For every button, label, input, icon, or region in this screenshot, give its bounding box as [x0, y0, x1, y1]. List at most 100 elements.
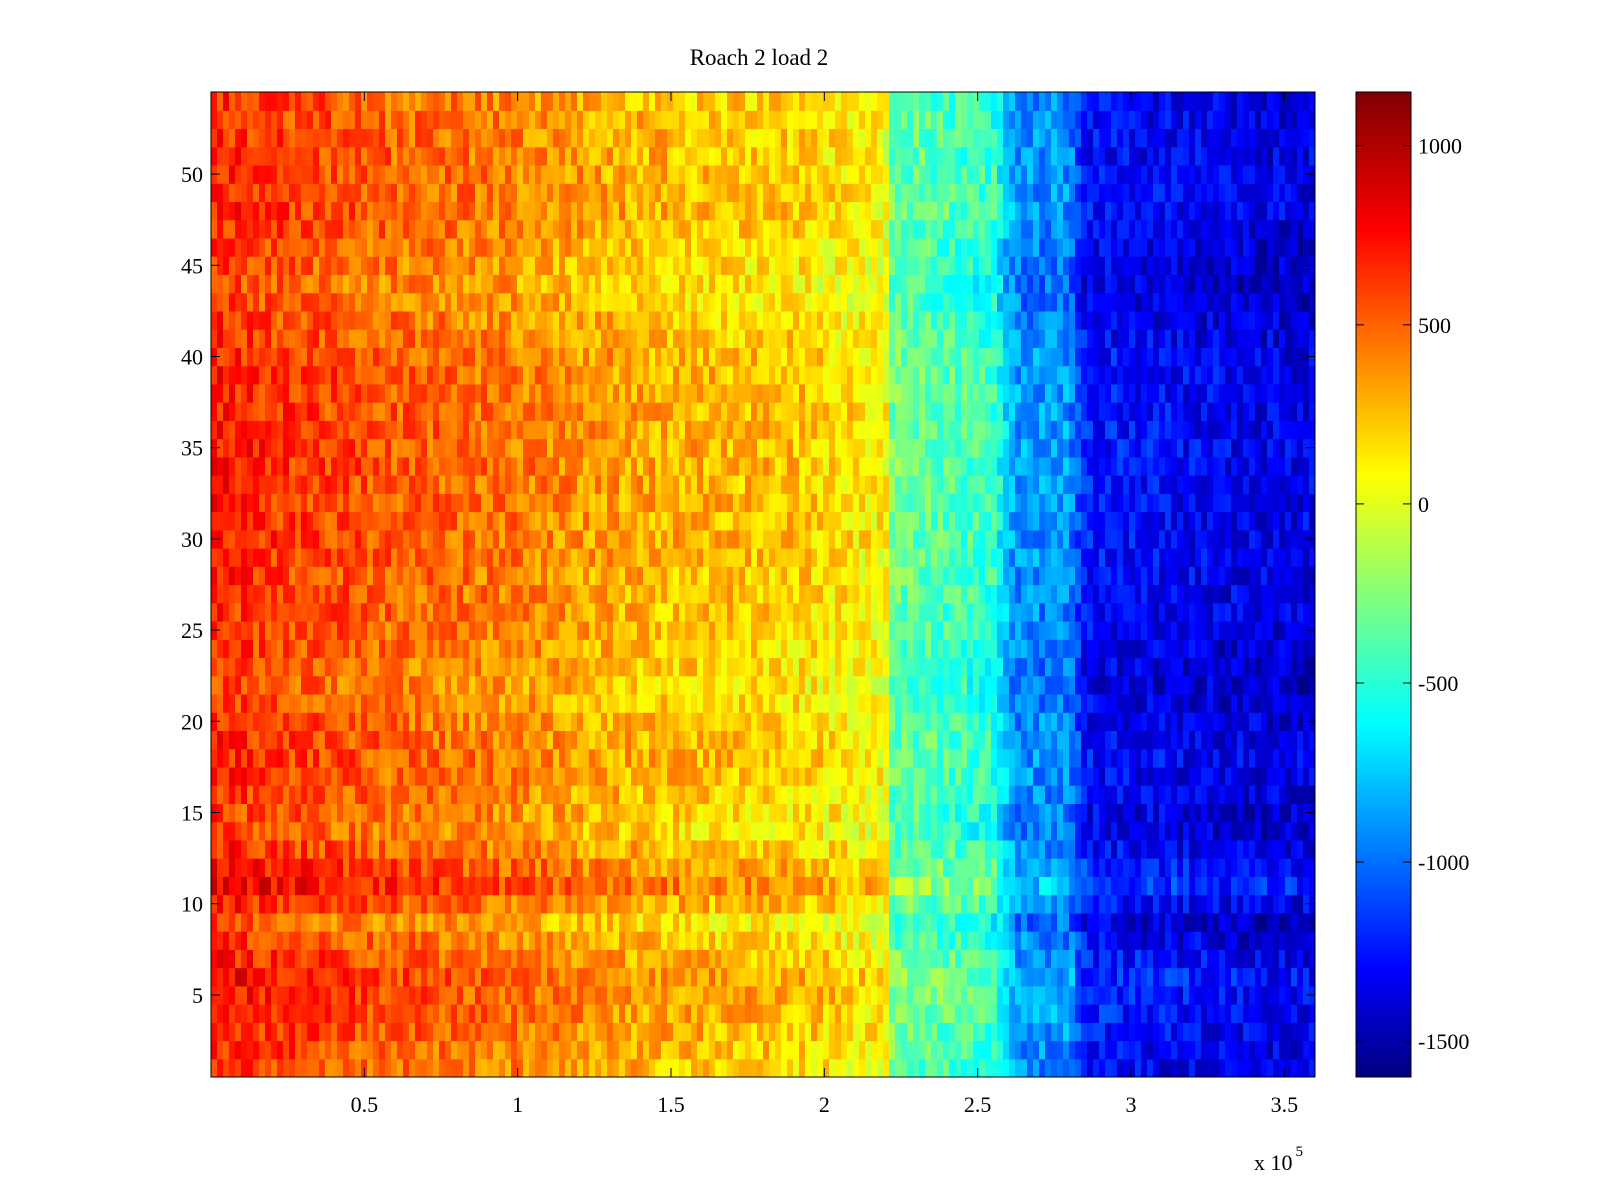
heatmap-cell	[367, 730, 374, 750]
heatmap-cell	[1081, 949, 1088, 969]
heatmap-cell	[763, 931, 770, 950]
heatmap-cell	[967, 620, 974, 640]
heatmap-cell	[913, 876, 920, 896]
heatmap-cell	[1213, 639, 1220, 659]
heatmap-cell	[1285, 766, 1292, 786]
heatmap-cell	[715, 803, 722, 823]
heatmap-cell	[625, 1022, 632, 1042]
heatmap-cell	[781, 712, 788, 732]
heatmap-cell	[1291, 693, 1298, 713]
heatmap-cell	[433, 766, 440, 786]
heatmap-cell	[985, 675, 992, 695]
heatmap-cell	[1279, 657, 1286, 677]
heatmap-cell	[1171, 1004, 1178, 1023]
heatmap-cell	[415, 803, 422, 823]
heatmap-cell	[721, 967, 728, 987]
heatmap-cell	[1117, 657, 1124, 677]
heatmap-cell	[409, 949, 416, 969]
heatmap-cell	[337, 712, 344, 732]
heatmap-cell	[1297, 730, 1304, 750]
heatmap-cell	[613, 675, 620, 695]
heatmap-cell	[1027, 639, 1034, 659]
heatmap-cell	[655, 766, 662, 786]
heatmap-cell	[433, 985, 440, 1005]
heatmap-cell	[1075, 876, 1082, 896]
heatmap-cell	[1243, 1004, 1250, 1023]
heatmap-cell	[469, 620, 476, 640]
heatmap-cell	[211, 584, 218, 604]
heatmap-cell	[1147, 1058, 1154, 1077]
heatmap-cell	[679, 985, 686, 1005]
heatmap-cell	[403, 657, 410, 677]
heatmap-cell	[937, 712, 944, 732]
heatmap-cell	[1123, 693, 1130, 713]
heatmap-cell	[295, 985, 302, 1005]
heatmap-cell	[1051, 748, 1058, 768]
heatmap-cell	[601, 693, 608, 713]
heatmap-cell	[433, 894, 440, 914]
heatmap-cell	[553, 1022, 560, 1042]
heatmap-cell	[637, 912, 644, 932]
heatmap-cell	[469, 602, 476, 622]
heatmap-cell	[427, 675, 434, 695]
heatmap-cell	[619, 748, 626, 768]
heatmap-cell	[979, 693, 986, 713]
heatmap-cell	[1303, 584, 1310, 604]
heatmap-cell	[949, 657, 956, 677]
heatmap-cell	[781, 584, 788, 604]
heatmap-cell	[901, 639, 908, 659]
heatmap-cell	[973, 748, 980, 768]
heatmap-cell	[691, 912, 698, 932]
heatmap-cell	[1099, 748, 1106, 768]
heatmap-cell	[637, 967, 644, 987]
heatmap-cell	[451, 821, 458, 841]
heatmap-cell	[349, 620, 356, 640]
heatmap-cell	[241, 602, 248, 622]
heatmap-cell	[271, 566, 278, 586]
heatmap-cell	[583, 693, 590, 713]
heatmap-cell	[1189, 985, 1196, 1005]
heatmap-cell	[445, 985, 452, 1005]
heatmap-cell	[667, 602, 674, 622]
heatmap-cell	[1309, 1004, 1315, 1023]
heatmap-cell	[853, 639, 860, 659]
heatmap-cell	[1069, 1022, 1076, 1042]
heatmap-cell	[217, 894, 224, 914]
heatmap-cell	[769, 657, 776, 677]
heatmap-cell	[673, 584, 680, 604]
heatmap-cell	[973, 967, 980, 987]
heatmap-cell	[1027, 657, 1034, 677]
heatmap-cell	[1021, 985, 1028, 1005]
heatmap-cell	[379, 657, 386, 677]
heatmap-cell	[289, 949, 296, 969]
heatmap-cell	[607, 748, 614, 768]
heatmap-cell	[283, 949, 290, 969]
heatmap-cell	[211, 967, 218, 987]
heatmap-cell	[889, 839, 896, 859]
heatmap-cell	[901, 1022, 908, 1042]
heatmap-cell	[1225, 803, 1232, 823]
heatmap-cell	[493, 839, 500, 859]
heatmap-cell	[1087, 602, 1094, 622]
heatmap-cell	[1069, 876, 1076, 896]
heatmap-cell	[217, 712, 224, 732]
heatmap-cell	[1027, 876, 1034, 896]
heatmap-cell	[1027, 1040, 1034, 1060]
heatmap-cell	[1189, 1022, 1196, 1042]
heatmap-cell	[1285, 803, 1292, 823]
heatmap-cell	[397, 1004, 404, 1023]
heatmap-cell	[937, 1004, 944, 1023]
heatmap-cell	[655, 675, 662, 695]
heatmap-cell	[607, 584, 614, 604]
heatmap-cell	[1177, 712, 1184, 732]
heatmap-cell	[1291, 748, 1298, 768]
heatmap-cell	[709, 602, 716, 622]
heatmap-cell	[217, 785, 224, 804]
heatmap-cell	[475, 839, 482, 859]
heatmap-cell	[391, 1058, 398, 1077]
heatmap-cell	[397, 931, 404, 950]
heatmap-cell	[343, 821, 350, 841]
heatmap-cell	[967, 766, 974, 786]
heatmap-cell	[595, 748, 602, 768]
heatmap-cell	[409, 839, 416, 859]
